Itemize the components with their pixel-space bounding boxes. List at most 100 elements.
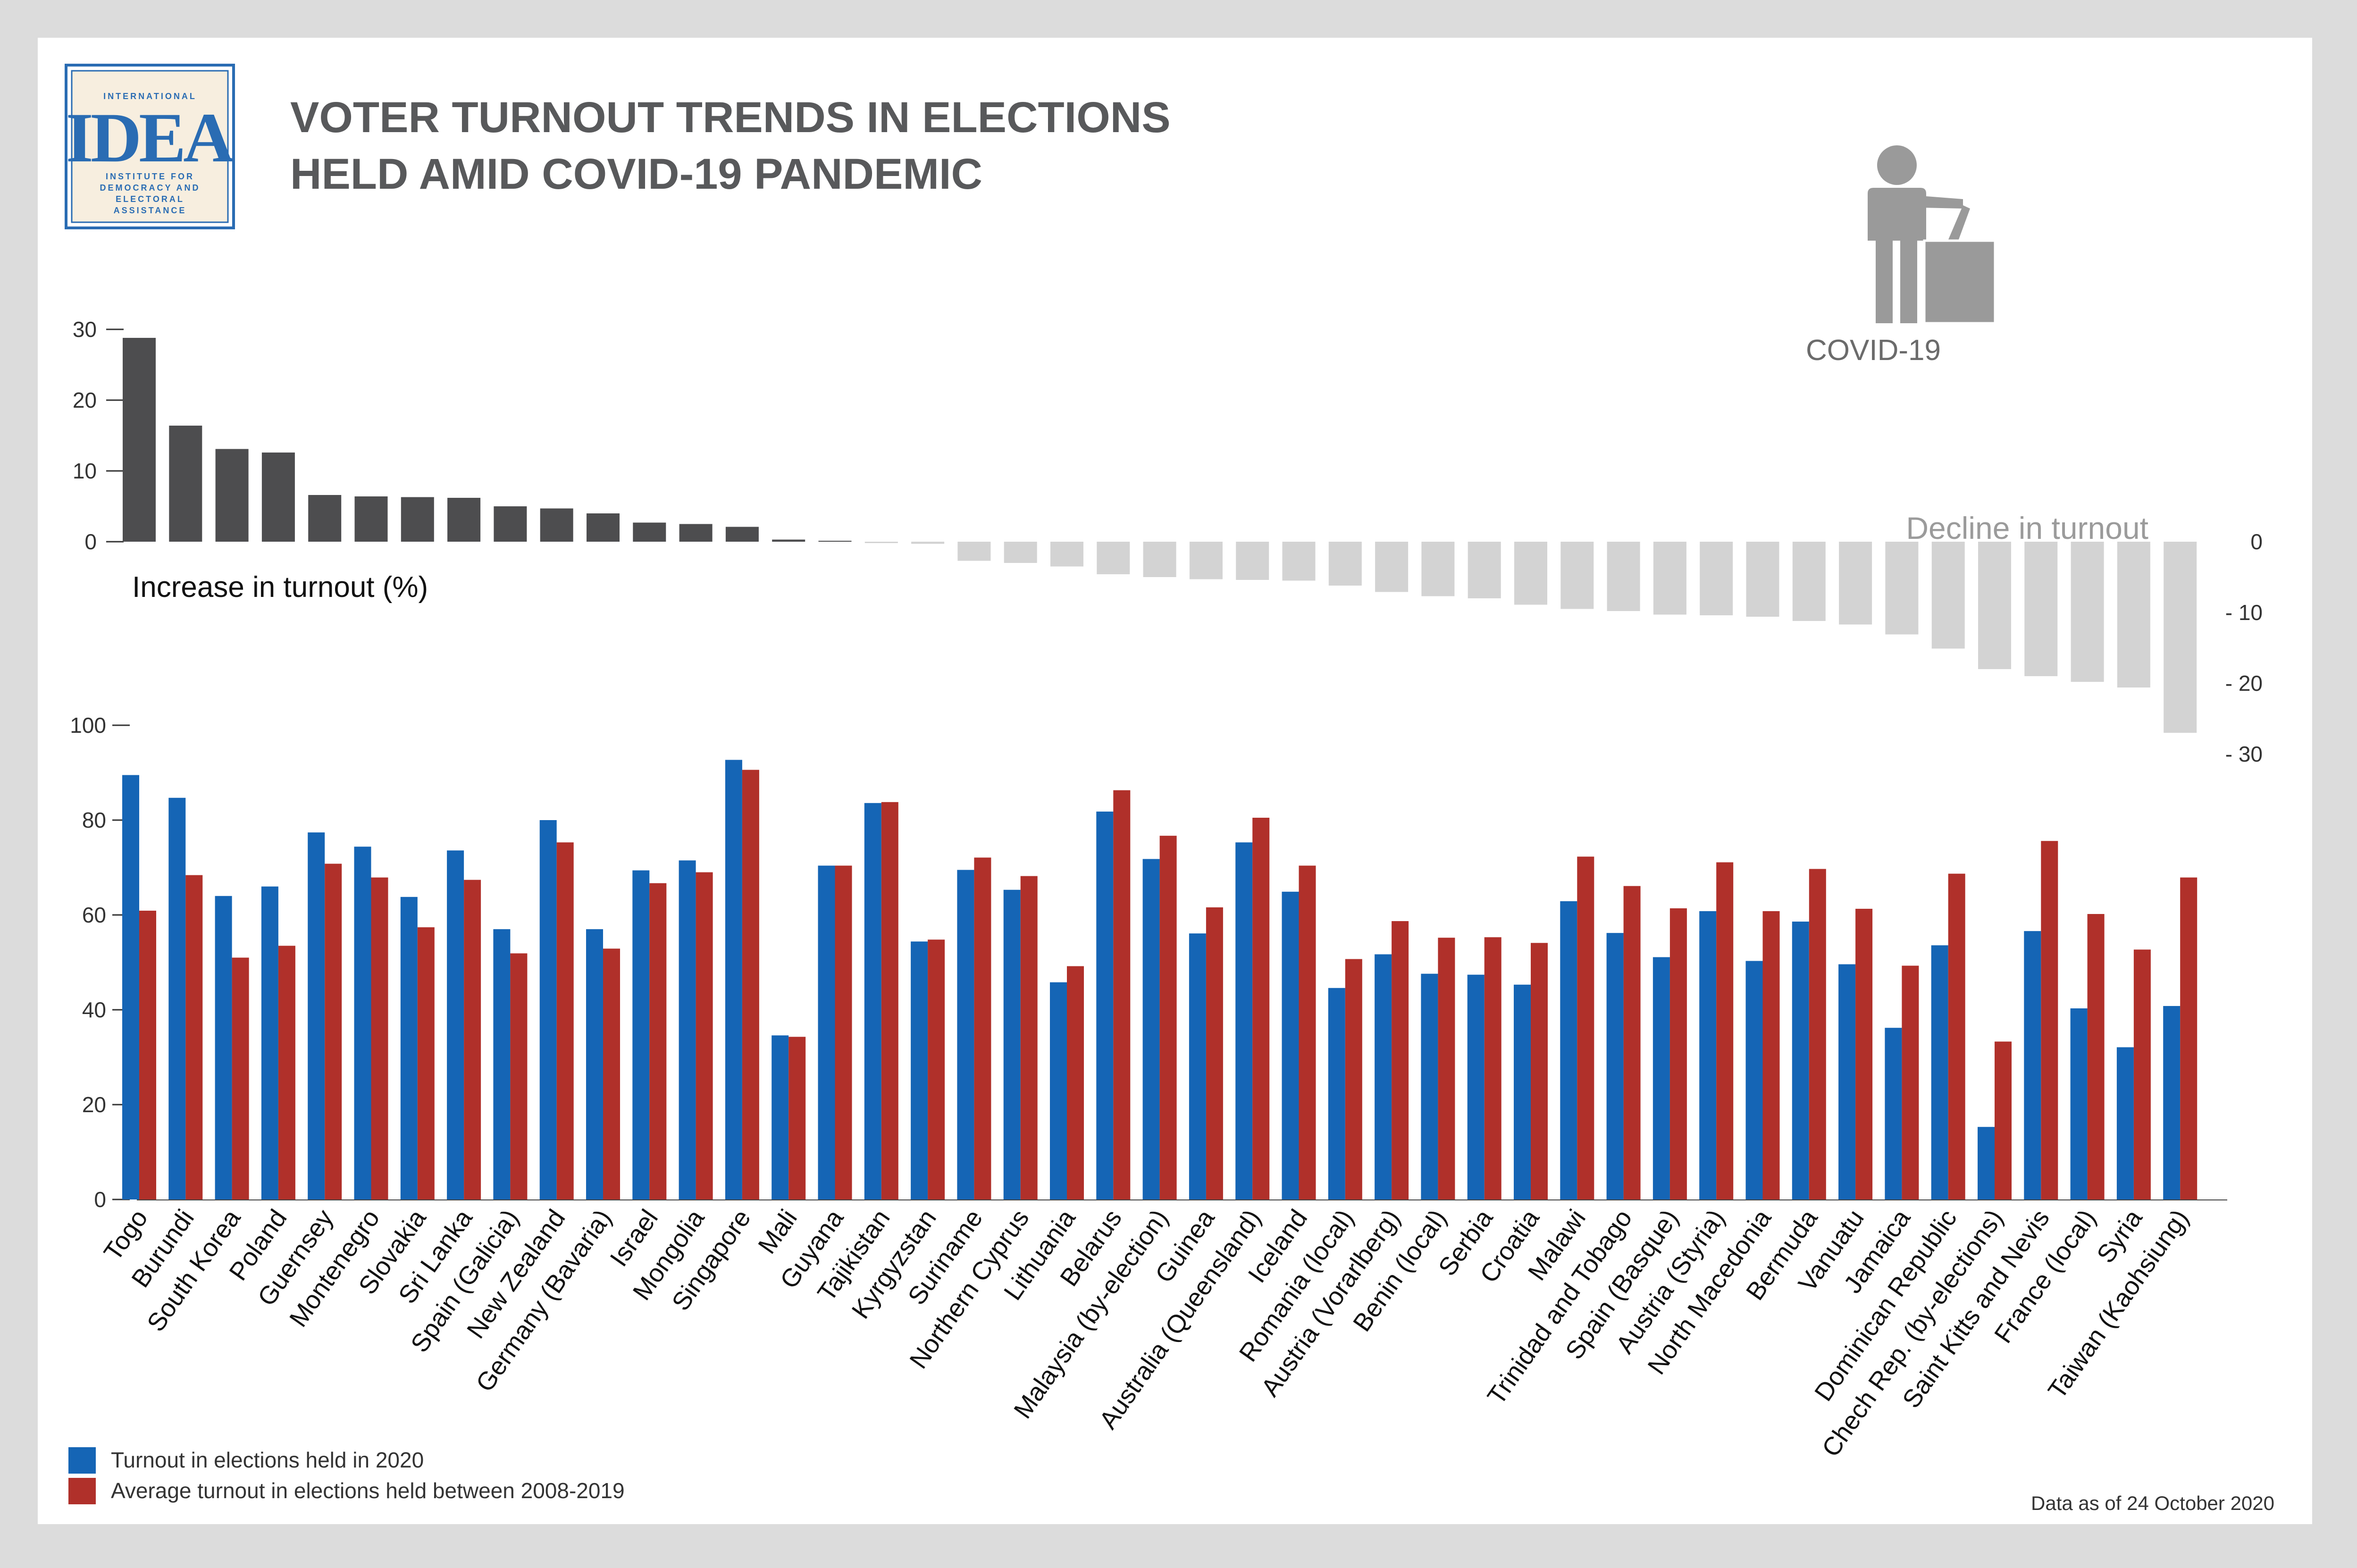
logo-sub-line-3: ELECTORAL [116,194,185,204]
bottom-chart-axes: 0 20 40 60 80 100 [70,713,2227,1212]
turnout-change-bar [169,426,202,542]
average-turnout-bar [185,875,203,1199]
turnout-2020-bar [1792,922,1809,1199]
legend-swatch-average [68,1478,96,1504]
bottom-y-tick-label: 80 [82,808,106,832]
average-turnout-bar [881,802,898,1199]
turnout-change-bar [1514,542,1547,605]
average-turnout-bar [556,842,574,1199]
turnout-2020-bar [1606,933,1624,1199]
average-turnout-bar [464,880,481,1199]
top-left-tick-label: 30 [73,317,97,342]
average-turnout-bar [1113,790,1131,1199]
turnout-change-bar [1746,542,1779,617]
turnout-2020-bar [354,847,371,1199]
turnout-2020-bar [168,797,186,1199]
average-turnout-bar [510,953,528,1199]
average-turnout-bar [603,948,620,1199]
turnout-2020-bar [539,820,557,1199]
turnout-change-bar [401,497,434,542]
turnout-change-bar [1792,542,1826,621]
turnout-2020-bar [493,929,511,1199]
average-turnout-bar [696,872,713,1199]
turnout-2020-bar [818,865,835,1199]
average-turnout-bar [1855,908,1873,1199]
infographic-card: INTERNATIONAL IDEA INSTITUTE FOR DEMOCRA… [38,38,2312,1524]
top-right-tick-label: - 30 [2225,742,2263,766]
turnout-change-bar [818,541,852,542]
legend-label-average: Average turnout in elections held betwee… [111,1478,625,1503]
bottom-y-tick-label: 0 [94,1187,106,1212]
average-turnout-bar [1345,959,1362,1199]
turnout-change-bar [1328,542,1362,586]
turnout-change-bar [308,495,342,542]
turnout-2020-bar [1652,957,1670,1199]
turnout-change-bar [261,453,295,542]
turnout-change-bar [1143,542,1176,577]
turnout-change-bar [494,506,527,542]
legend-label-2020: Turnout in elections held in 2020 [111,1448,424,1472]
turnout-2020-bar [215,896,232,1199]
average-turnout-bar [139,910,156,1199]
turnout-2020-bar [1142,859,1160,1199]
average-turnout-bar [1948,873,1965,1199]
average-turnout-bar [417,927,435,1199]
top-right-tick-label: - 20 [2225,671,2263,696]
turnout-change-bar [1004,542,1037,563]
turnout-change-bar [1653,542,1686,615]
turnout-2020-bar [679,860,696,1199]
turnout-2020-bar [261,886,278,1199]
turnout-change-bar [540,508,573,542]
top-left-tick-label: 0 [84,529,97,554]
turnout-2020-bar [1096,811,1114,1199]
turnout-2020-bar [1467,974,1485,1199]
turnout-2020-bar [400,897,418,1199]
turnout-2020-bar [1328,988,1345,1199]
turnout-change-bar [2117,542,2150,688]
decline-label: Decline in turnout [1906,511,2148,545]
turnout-change-bar [1607,542,1640,611]
turnout-change-bar [2164,542,2197,733]
average-turnout-bar [278,946,295,1199]
turnout-2020-bar [1699,911,1717,1199]
average-turnout-bar [1577,856,1594,1199]
average-turnout-bar [928,939,945,1199]
voter-turnout-chart: INTERNATIONAL IDEA INSTITUTE FOR DEMOCRA… [65,64,2274,1514]
turnout-change-bar [1978,542,2011,669]
average-turnout-bar [325,864,342,1199]
average-turnout-bar [1669,908,1687,1199]
turnout-change-bar [2071,542,2104,682]
turnout-2020-bar [2024,931,2041,1199]
bottom-y-tick-label: 40 [82,998,106,1022]
top-chart-axes: 0 10 20 30 0 - 10 - 20 - 30 [73,317,2263,766]
average-turnout-bar [1020,876,1038,1199]
turnout-2020-bar [1421,973,1438,1199]
average-turnout-bar [974,857,991,1199]
top-right-tick-label: - 10 [2225,600,2263,625]
turnout-change-bar [123,338,156,542]
bottom-y-tick-label: 20 [82,1092,106,1117]
logo-sub-line-1: INSTITUTE FOR [106,172,194,181]
turnout-change-bar [1375,542,1409,592]
data-date-note: Data as of 24 October 2020 [2031,1492,2274,1514]
average-turnout-bar [371,877,388,1199]
turnout-2020-bar [1885,1028,1902,1199]
turnout-change-bar [725,527,759,542]
average-turnout-bar [1438,938,1455,1199]
average-turnout-bar [1206,907,1223,1199]
legend-swatch-2020 [68,1447,96,1474]
bottom-y-tick-label: 60 [82,903,106,927]
page-title-line-2: HELD AMID COVID-19 PANDEMIC [290,150,982,198]
turnout-change-bar [215,449,249,542]
turnout-2020-bar [2070,1008,2088,1199]
top-chart-bars [123,338,2197,733]
turnout-change-bar [2024,542,2058,676]
voter-ballot-box-icon [1868,145,1996,325]
average-turnout-bar [1531,943,1548,1199]
average-turnout-bar [1392,921,1409,1199]
turnout-2020-bar [725,760,742,1199]
turnout-change-bar [1282,542,1316,581]
turnout-2020-bar [632,870,650,1199]
turnout-2020-bar [957,870,974,1199]
